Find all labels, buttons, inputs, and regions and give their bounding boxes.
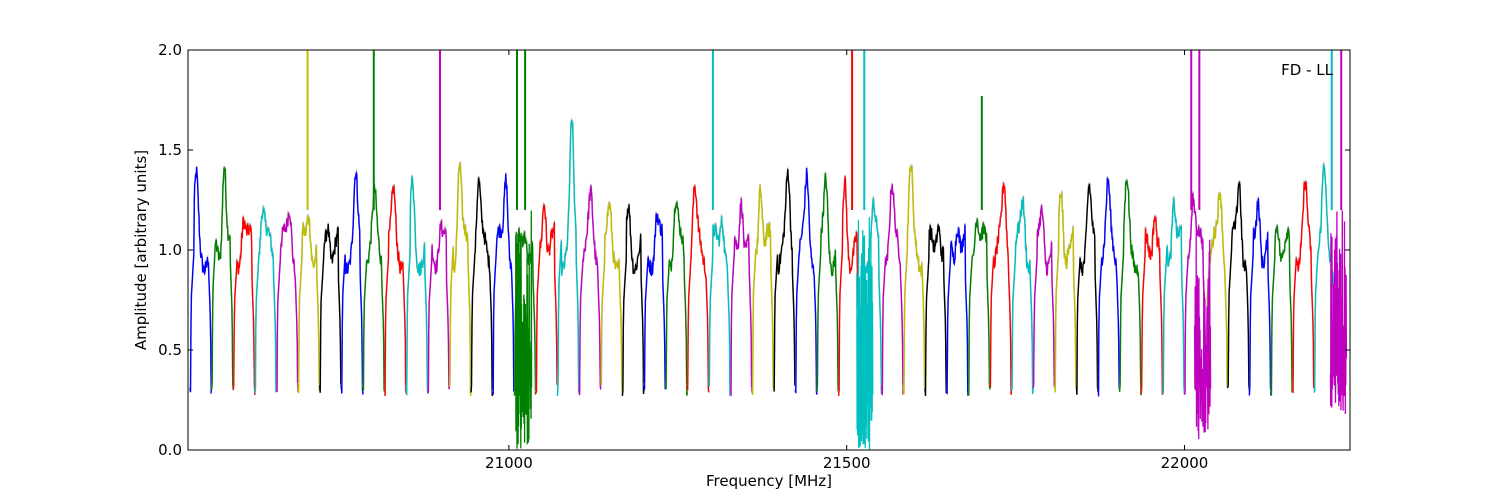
- x-tick-label: 21000: [485, 454, 533, 472]
- channel-trace: [556, 120, 580, 396]
- channel-trace: [751, 185, 775, 396]
- channel-trace: [448, 162, 472, 396]
- channel-trace: [297, 215, 321, 394]
- channel-trace: [1118, 179, 1142, 396]
- channel-trace: [924, 224, 948, 397]
- channel-trace: [319, 223, 343, 393]
- channel-trace: [383, 185, 407, 397]
- x-axis-ticks: 21000 21500 22000: [485, 50, 1208, 472]
- channel-trace: [881, 184, 905, 396]
- channel-trace: [1292, 181, 1315, 394]
- background-trace: [276, 209, 299, 391]
- channel-trace: [427, 220, 451, 394]
- background-trace: [1162, 196, 1186, 394]
- x-tick-label: 22000: [1161, 454, 1209, 472]
- channel-trace: [1032, 205, 1055, 388]
- channel-trace: [837, 176, 861, 397]
- channel-trace: [492, 173, 515, 395]
- channel-trace: [1227, 181, 1250, 392]
- background-trace: [1097, 176, 1121, 396]
- channel-trace: [686, 185, 710, 393]
- channel-trace: [1162, 197, 1186, 395]
- channel-trace: [470, 177, 494, 396]
- channel-trace: [794, 168, 818, 395]
- channel-trace: [902, 165, 926, 395]
- x-axis-label: Frequency [MHz]: [706, 472, 832, 490]
- channel-trace: [1183, 192, 1207, 395]
- channel-trace: [967, 218, 991, 396]
- channel-trace: [1248, 197, 1272, 396]
- channel-trace: [946, 224, 969, 396]
- y-tick-label: 0.5: [158, 341, 182, 359]
- background-trace: [621, 202, 645, 395]
- channel-trace: [362, 184, 386, 393]
- channel-traces: [189, 50, 1348, 450]
- rfi-dip-trace: [1329, 210, 1348, 415]
- rfi-dip-trace: [1193, 233, 1212, 440]
- background-trace: [1054, 190, 1077, 391]
- y-tick-label: 1.5: [158, 141, 182, 159]
- channel-trace: [1097, 177, 1121, 397]
- channel-trace: [189, 166, 213, 395]
- y-tick-label: 1.0: [158, 241, 182, 259]
- rfi-dip-trace: [856, 217, 874, 450]
- background-trace: [1010, 195, 1034, 393]
- channel-trace: [254, 205, 278, 394]
- y-axis-ticks: 0.0 0.5 1.0 1.5 2.0: [158, 41, 1350, 459]
- channel-trace: [1075, 183, 1099, 395]
- channel-trace: [816, 173, 840, 392]
- channel-trace: [729, 198, 753, 397]
- y-tick-label: 2.0: [158, 41, 182, 59]
- channel-trace: [405, 176, 429, 396]
- y-axis-label: Amplitude [arbitrary units]: [132, 150, 150, 350]
- channel-trace: [340, 170, 364, 395]
- channel-trace: [210, 167, 234, 391]
- channel-trace: [232, 216, 256, 396]
- background-trace: [881, 182, 905, 394]
- channel-trace: [1270, 225, 1294, 396]
- background-trace: [578, 183, 602, 394]
- background-trace: [405, 174, 429, 394]
- channel-trace: [578, 185, 602, 396]
- channel-trace: [708, 215, 732, 397]
- background-trace: [686, 183, 710, 392]
- channel-trace: [643, 213, 667, 390]
- background-trace: [254, 204, 278, 392]
- background-trace: [729, 196, 753, 396]
- background-trace: [297, 213, 321, 392]
- background-trace: [665, 200, 689, 395]
- channel-trace: [665, 201, 688, 396]
- channel-trace: [535, 203, 559, 394]
- plot-annotation: FD - LL: [1281, 61, 1333, 79]
- channel-trace: [621, 204, 645, 397]
- channel-trace: [1054, 192, 1077, 393]
- x-tick-label: 21500: [823, 454, 871, 472]
- channel-trace: [276, 211, 299, 393]
- channel-trace: [773, 169, 796, 392]
- background-trace: [1226, 179, 1251, 391]
- channel-trace: [600, 202, 624, 396]
- channel-trace: [1140, 216, 1164, 396]
- rfi-dip-trace: [515, 210, 533, 449]
- background-trace: [1118, 177, 1142, 394]
- channel-trace: [1010, 196, 1034, 395]
- y-tick-label: 0.0: [158, 441, 182, 459]
- channel-trace: [989, 182, 1013, 395]
